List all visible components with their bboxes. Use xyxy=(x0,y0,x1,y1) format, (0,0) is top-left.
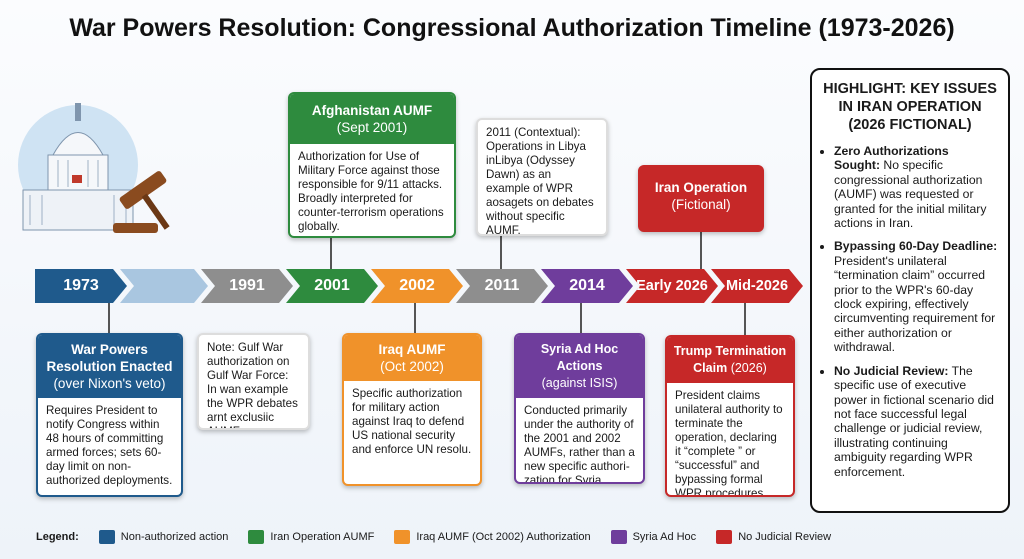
card: Syria Ad Hoc Actions (against ISIS) Condu… xyxy=(514,333,645,484)
item-text: President's unilateral “termination clai… xyxy=(834,253,996,355)
card-subtitle: (Fictional) xyxy=(671,197,731,212)
card: 2011 (Contextual): Operations in Libya i… xyxy=(476,118,608,236)
timeline-segment: Early 2026 xyxy=(626,269,718,303)
card-subtitle: (Sept 2001) xyxy=(336,120,408,135)
legend-swatch xyxy=(248,530,265,544)
item-lead: Bypassing 60-Day Deadline: xyxy=(834,239,998,254)
card-title: War Powers Resolution Enacted xyxy=(46,342,173,374)
item-text: The specific use of executive power in f… xyxy=(834,363,994,479)
legend-label: Legend: xyxy=(36,531,79,543)
card-title: Iran Operation xyxy=(654,180,748,195)
connector xyxy=(744,303,746,335)
card: War Powers Resolution Enacted (over Nixon… xyxy=(36,333,183,497)
legend-item: Syria Ad Hoc xyxy=(632,531,697,543)
card-body: Requires President to notify Congress wi… xyxy=(46,404,173,487)
card: Note: Gulf War authorization on Gulf War… xyxy=(197,333,310,430)
card-subtitle: (over Nixon's veto) xyxy=(53,376,166,391)
title: War Powers Resolution: Congressional Aut… xyxy=(69,14,955,42)
card: Iran Operation (Fictional) xyxy=(638,165,764,232)
connector xyxy=(108,303,110,333)
legend: Legend: Non-authorized action Iran Opera… xyxy=(36,530,831,544)
connector xyxy=(700,232,702,269)
legend-item: Iran Operation AUMF xyxy=(270,531,375,543)
card-body: Specific authorization for military acti… xyxy=(352,387,472,456)
highlight-item: No Judicial Review: The specific use of … xyxy=(834,364,998,479)
timeline-segment: 2014 xyxy=(541,269,633,303)
legend-swatch xyxy=(610,530,627,544)
item-text: No specific congressional authorization … xyxy=(834,158,987,231)
timeline-segment: 2002 xyxy=(371,269,463,303)
card-body: 2011 (Contextual): Operations in Libya i… xyxy=(486,126,594,236)
card-body: Authorization for Use of Military Force … xyxy=(298,150,444,233)
item-lead: No Judicial Review: xyxy=(834,363,949,378)
highlight-item: Bypassing 60-Day Deadline: President's u… xyxy=(834,239,998,354)
legend-swatch xyxy=(716,530,733,544)
timeline-segment: 1991 xyxy=(201,269,293,303)
timeline-segment: 1973 xyxy=(35,269,127,303)
card-title: Trump Termination Claim xyxy=(673,344,787,375)
timeline-segment: 2001 xyxy=(286,269,378,303)
highlight-box: HIGHLIGHT: KEY ISSUES IN IRAN OPERATION … xyxy=(810,68,1010,513)
highlight-list: Zero Authorizations Sought: No specific … xyxy=(822,144,998,479)
card-subtitle: (Oct 2002) xyxy=(380,359,444,374)
card: Iraq AUMF (Oct 2002) Specific authorizati… xyxy=(342,333,482,486)
timeline-segment: 2011 xyxy=(456,269,548,303)
legend-swatch xyxy=(394,530,411,544)
highlight-title: HIGHLIGHT: KEY ISSUES IN IRAN OPERATION … xyxy=(823,81,997,133)
card-title: Afghanistan AUMF xyxy=(311,103,433,118)
legend-swatch xyxy=(98,530,115,544)
connector xyxy=(580,303,582,333)
item-lead: Zero Authorizations Sought: xyxy=(834,144,949,173)
card-title: Iraq AUMF xyxy=(378,342,446,357)
legend-item: Non-authorized action xyxy=(120,531,229,543)
legend-item: No Judicial Review xyxy=(738,531,832,543)
card-body: President claims unilateral authority to… xyxy=(675,389,783,497)
card-subtitle: (against ISIS) xyxy=(541,376,618,390)
legend-item: Iraq AUMF (Oct 2002) Authorization xyxy=(416,531,591,543)
connector xyxy=(330,238,332,269)
connector xyxy=(500,236,502,269)
timeline-segment xyxy=(120,269,208,303)
card: Trump Termination Claim (2026) President… xyxy=(665,335,795,497)
card-body: Note: Gulf War authorization on Gulf War… xyxy=(207,341,298,428)
highlight-item: Zero Authorizations Sought: No specific … xyxy=(834,144,998,230)
capitol-icon xyxy=(18,103,170,233)
card-subtitle: (2026) xyxy=(730,361,767,375)
card-body: Conducted primarily under the authority … xyxy=(524,404,635,484)
connector xyxy=(414,303,416,333)
timeline-segment: Mid-2026 xyxy=(711,269,803,303)
card: Afghanistan AUMF (Sept 2001) Authorizatio… xyxy=(288,92,456,238)
card-title: Syria Ad Hoc Actions xyxy=(540,342,619,373)
